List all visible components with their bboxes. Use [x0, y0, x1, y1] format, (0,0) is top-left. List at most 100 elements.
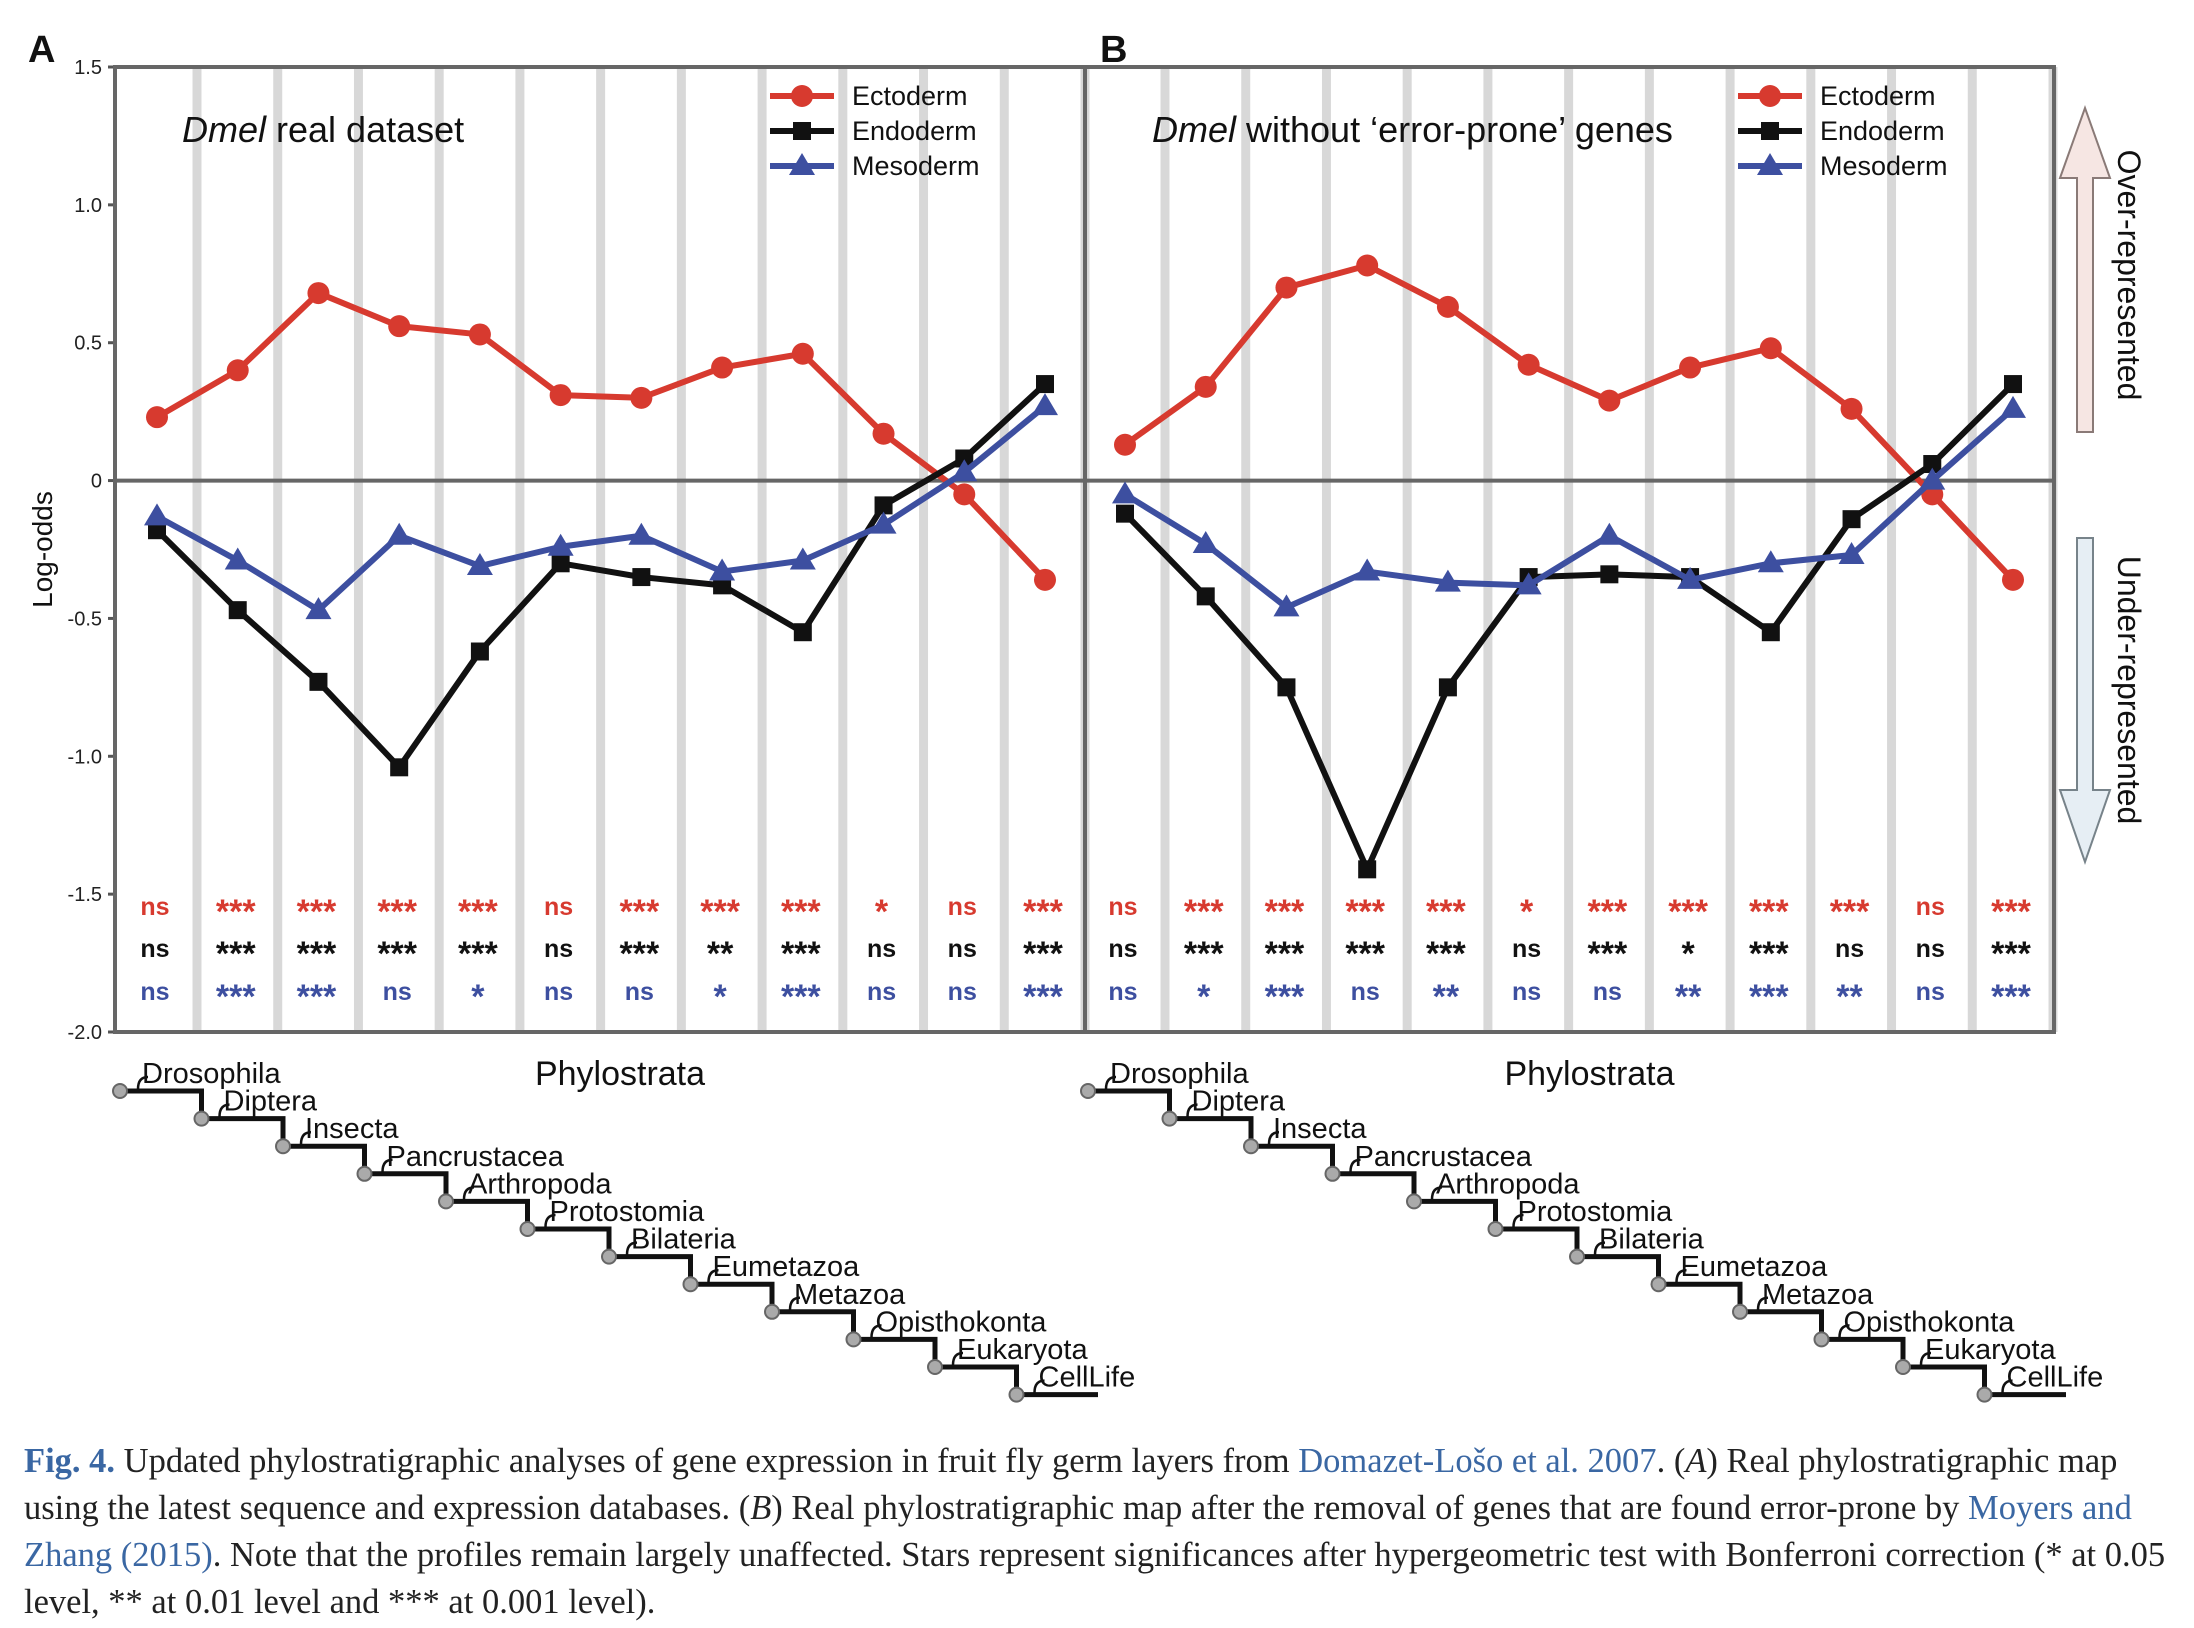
- data-point-endoderm: [713, 576, 732, 595]
- data-point-ectoderm: [1436, 295, 1459, 318]
- stratum-connector: [1104, 1075, 1117, 1090]
- significance-endoderm: ***: [1991, 935, 2031, 973]
- caption-panel-b-label: B: [750, 1489, 772, 1527]
- stratum-label: Pancrustacea: [387, 1141, 565, 1173]
- data-point-endoderm: [309, 672, 328, 691]
- stratum-connector: [136, 1075, 149, 1090]
- y-tick-label: 1.5: [74, 57, 102, 79]
- significance-mesoderm: ns: [1351, 978, 1380, 1006]
- data-point-mesoderm: [224, 547, 251, 570]
- significance-mesoderm: ns: [1916, 978, 1945, 1006]
- significance-ectoderm: ***: [1991, 893, 2031, 931]
- stratum-connector: [1267, 1130, 1280, 1145]
- significance-endoderm: ***: [1588, 935, 1628, 973]
- stratum-node: [1650, 1276, 1667, 1293]
- data-point-mesoderm: [547, 533, 574, 556]
- y-tick-label: -2.0: [68, 1022, 102, 1044]
- stratum-node: [927, 1359, 943, 1375]
- data-point-endoderm: [148, 521, 166, 540]
- panel-a: A Dmel real dataset Ectoderm Endoderm Mesode…: [28, 29, 1135, 1403]
- stratum-node: [1080, 1083, 1096, 1099]
- stratum-connector: [544, 1213, 556, 1228]
- significance-mesoderm: **: [1433, 978, 1460, 1016]
- significance-endoderm: ***: [620, 935, 660, 973]
- data-point-ectoderm: [1517, 353, 1540, 376]
- significance-ectoderm: ***: [1830, 893, 1870, 931]
- stratum-connector: [1593, 1241, 1606, 1255]
- stratum-node: [275, 1138, 291, 1155]
- stratum-connector: [1033, 1379, 1045, 1393]
- stratum-connector: [707, 1268, 719, 1283]
- stratum-label: Bilateria: [1599, 1224, 1705, 1256]
- stratum-node: [1406, 1193, 1422, 1210]
- significance-endoderm: ns: [1108, 935, 1137, 963]
- data-point-ectoderm: [630, 386, 653, 409]
- legend-label-endoderm: Endoderm: [1820, 116, 1945, 146]
- y-tick-label: 0: [91, 471, 102, 493]
- phylostrata-label: Phylostrata: [535, 1055, 705, 1093]
- data-point-mesoderm: [466, 553, 493, 576]
- stratum-label: Drosophila: [1110, 1058, 1249, 1090]
- significance-mesoderm: ns: [1108, 978, 1137, 1006]
- significance-mesoderm: ***: [781, 978, 821, 1016]
- y-tick-label: 0.5: [74, 333, 102, 355]
- significance-mesoderm: ns: [625, 978, 654, 1006]
- significance-mesoderm: *: [471, 978, 485, 1016]
- stratum-label: Arthropoda: [1436, 1168, 1580, 1200]
- data-point-ectoderm: [711, 356, 734, 379]
- significance-ectoderm: ***: [781, 893, 821, 931]
- significance-mesoderm: ns: [140, 978, 169, 1006]
- significance-ectoderm: ***: [458, 893, 498, 931]
- significance-endoderm: ***: [297, 935, 337, 973]
- data-point-mesoderm: [1032, 393, 1058, 416]
- data-point-mesoderm: [628, 522, 655, 545]
- significance-ectoderm: ns: [140, 893, 169, 921]
- y-tick-label: -1.0: [68, 746, 102, 768]
- stratum-label: Drosophila: [142, 1058, 281, 1090]
- data-point-mesoderm: [789, 547, 816, 570]
- significance-endoderm: ***: [1749, 935, 1789, 973]
- data-point-mesoderm: [386, 522, 413, 545]
- data-point-ectoderm: [307, 282, 330, 305]
- data-point-ectoderm: [1275, 276, 1298, 299]
- over-represented-arrow: [2058, 105, 2112, 433]
- legend-marker-mesoderm: [789, 153, 815, 175]
- stratum-connector: [381, 1158, 393, 1172]
- data-point-endoderm: [1036, 375, 1054, 394]
- caption-reference-domazet-loso[interactable]: Domazet-Lošo et al. 2007: [1298, 1442, 1657, 1480]
- series-line-mesoderm: [155, 403, 1047, 614]
- significance-endoderm: ***: [216, 935, 256, 973]
- series-line-mesoderm: [1123, 406, 2015, 611]
- data-point-mesoderm: [1515, 572, 1542, 595]
- stratum-connector: [218, 1103, 230, 1117]
- stratum-label: Insecta: [1273, 1113, 1367, 1145]
- stratum-connector: [1675, 1268, 1687, 1283]
- significance-mesoderm: ***: [1023, 978, 1063, 1016]
- significance-mesoderm: ***: [216, 978, 256, 1016]
- legend-marker-endoderm: [793, 122, 811, 140]
- caption-text-1: Updated phylostratigraphic analyses of g…: [115, 1442, 1299, 1480]
- legend-marker-ectoderm: [791, 85, 813, 107]
- stratum-label: Eukaryota: [1925, 1334, 2056, 1366]
- data-point-endoderm: [551, 554, 570, 573]
- panel-title-text: real dataset: [266, 109, 464, 150]
- significance-ectoderm: ***: [1426, 893, 1466, 931]
- legend-label-ectoderm: Ectoderm: [852, 81, 968, 111]
- over-represented-label: Over-represented: [2111, 150, 2147, 401]
- stratum-node: [519, 1221, 536, 1237]
- legend-label-ectoderm: Ectoderm: [1820, 81, 1936, 111]
- stratum-label: Diptera: [1192, 1086, 1286, 1118]
- significance-endoderm: ns: [867, 935, 896, 963]
- significance-endoderm: ***: [1265, 935, 1305, 973]
- significance-mesoderm: ns: [383, 978, 412, 1006]
- stratum-connector: [1186, 1103, 1198, 1117]
- significance-mesoderm: ***: [1749, 978, 1789, 1016]
- legend-label-endoderm: Endoderm: [852, 116, 977, 146]
- panel-label: B: [1100, 29, 1127, 71]
- data-point-ectoderm: [1034, 568, 1056, 591]
- stratum-node: [764, 1303, 780, 1320]
- caption-reference-moyers-zhang[interactable]: Moyers and Zhang (2015): [24, 1489, 2132, 1574]
- stratum-node: [601, 1248, 617, 1265]
- panel-title-species: Dmel: [182, 109, 267, 150]
- data-point-endoderm: [793, 623, 812, 642]
